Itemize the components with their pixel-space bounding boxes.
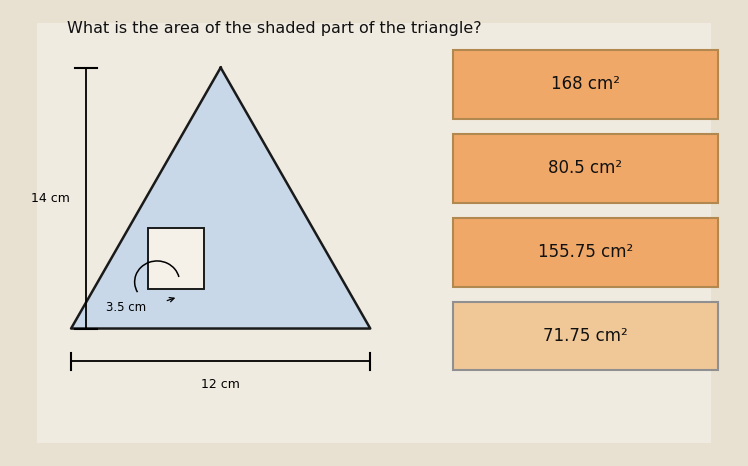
Bar — [453, 134, 718, 203]
Text: What is the area of the shaded part of the triangle?: What is the area of the shaded part of t… — [67, 21, 482, 36]
Polygon shape — [71, 68, 370, 329]
Text: 155.75 cm²: 155.75 cm² — [538, 243, 633, 261]
Text: 80.5 cm²: 80.5 cm² — [548, 159, 622, 177]
Bar — [148, 228, 204, 289]
Text: 168 cm²: 168 cm² — [551, 75, 620, 93]
Text: 14 cm: 14 cm — [31, 192, 70, 205]
Bar — [453, 218, 718, 287]
Bar — [453, 302, 718, 370]
Text: 12 cm: 12 cm — [201, 378, 240, 391]
Text: 71.75 cm²: 71.75 cm² — [543, 327, 628, 345]
Text: 3.5 cm: 3.5 cm — [105, 301, 146, 314]
Bar — [453, 50, 718, 119]
